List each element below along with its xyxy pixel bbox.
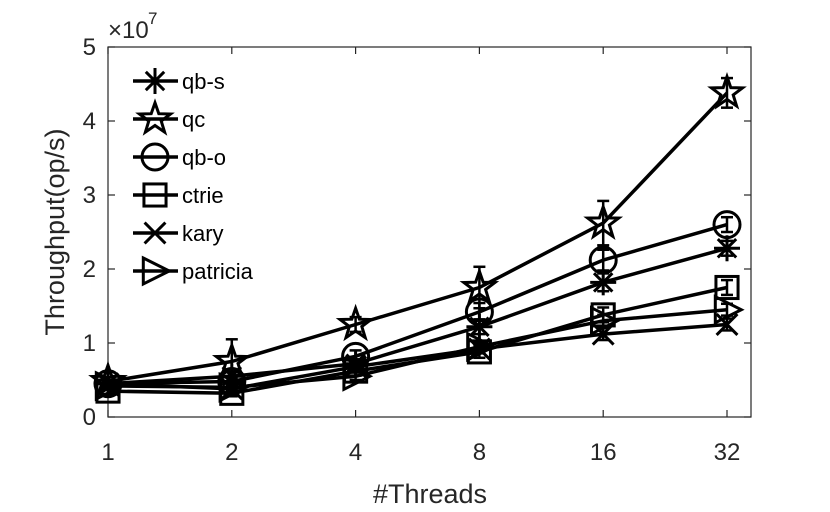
legend-item-qc: qc bbox=[133, 98, 205, 136]
data-point bbox=[342, 360, 374, 392]
data-point bbox=[588, 245, 618, 275]
data-point bbox=[583, 202, 624, 241]
y-tick-label: 2 bbox=[83, 256, 96, 283]
data-point bbox=[459, 266, 500, 305]
series-line bbox=[107, 246, 728, 386]
legend-marker bbox=[143, 221, 167, 245]
error-bar bbox=[225, 383, 238, 392]
legend-item-ctrie: ctrie bbox=[133, 182, 224, 208]
legend-marker bbox=[141, 255, 173, 287]
legend-item-qb-o: qb-o bbox=[133, 142, 226, 172]
legend: qb-s qc qb-o ctrie kary patricia bbox=[133, 68, 254, 287]
y-tick-label: 5 bbox=[83, 34, 96, 61]
legend-label: qb-o bbox=[182, 145, 226, 170]
y-tick-label: 0 bbox=[83, 404, 96, 431]
data-point bbox=[590, 269, 617, 296]
data-point bbox=[715, 313, 739, 336]
legend-item-kary: kary bbox=[133, 221, 224, 246]
error-bar bbox=[473, 301, 486, 323]
legend-label: qc bbox=[182, 107, 205, 132]
legend-label: qb-s bbox=[182, 69, 225, 94]
series-patricia bbox=[94, 294, 745, 403]
legend-marker bbox=[135, 98, 175, 136]
legend-marker bbox=[140, 142, 170, 172]
y-axis-title: Throughput(op/s) bbox=[40, 128, 70, 335]
error-bar bbox=[102, 381, 114, 391]
legend-marker bbox=[142, 68, 168, 94]
data-point bbox=[713, 294, 745, 326]
x-tick-label: 8 bbox=[473, 439, 486, 466]
x-tick-label: 4 bbox=[349, 439, 362, 466]
series-line bbox=[107, 91, 729, 384]
y-multiplier-exponent: 7 bbox=[148, 9, 157, 28]
legend-item-qb-s: qb-s bbox=[133, 68, 225, 94]
data-point bbox=[335, 303, 376, 342]
y-multiplier-label: ×10 bbox=[108, 17, 149, 44]
error-bar bbox=[721, 215, 733, 234]
x-tick-label: 16 bbox=[590, 439, 617, 466]
x-tick-label: 2 bbox=[225, 439, 238, 466]
data-point bbox=[218, 371, 250, 403]
data-point bbox=[464, 297, 494, 327]
series-line bbox=[107, 307, 728, 390]
data-point bbox=[590, 305, 621, 337]
data-point bbox=[714, 274, 740, 301]
data-point bbox=[712, 210, 742, 240]
data-point bbox=[707, 72, 747, 110]
error-bar bbox=[721, 278, 733, 297]
error-bar bbox=[597, 248, 610, 272]
series-line bbox=[107, 222, 728, 386]
legend-label: ctrie bbox=[182, 183, 224, 208]
x-axis-title: #Threads bbox=[373, 479, 487, 509]
data-point bbox=[466, 331, 498, 363]
axes-box bbox=[107, 46, 752, 418]
x-tick-label: 32 bbox=[714, 439, 741, 466]
legend-marker bbox=[142, 182, 168, 208]
legend-label: patricia bbox=[182, 259, 254, 284]
y-tick-label: 3 bbox=[83, 182, 96, 209]
legend-label: kary bbox=[182, 221, 224, 246]
data-point bbox=[714, 235, 740, 262]
x-tick-label: 1 bbox=[101, 439, 114, 466]
series-layer bbox=[88, 72, 747, 406]
data-point bbox=[94, 370, 126, 402]
data-point bbox=[591, 322, 615, 346]
y-tick-label: 4 bbox=[83, 108, 96, 135]
legend-item-patricia: patricia bbox=[133, 255, 254, 287]
y-tick-label: 1 bbox=[83, 330, 96, 357]
